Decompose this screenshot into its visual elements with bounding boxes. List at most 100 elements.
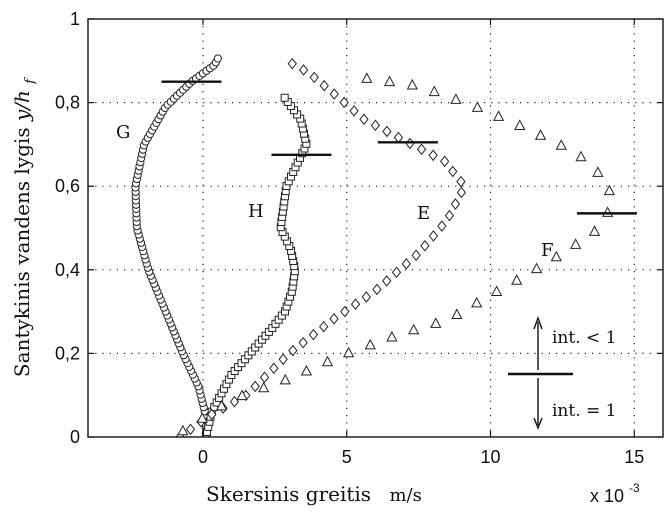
- series-f-point: [592, 166, 604, 177]
- legend-arrowhead-up-icon: [533, 315, 543, 330]
- series-e-point: [308, 328, 319, 341]
- series-e-point: [319, 79, 329, 92]
- y-tick-label: 0,8: [55, 93, 80, 113]
- legend-lower-text: int. = 1: [552, 401, 617, 421]
- series-f-point: [603, 184, 615, 196]
- series-e-point: [298, 336, 308, 349]
- series-f-point: [215, 399, 228, 411]
- series-f-point: [550, 250, 562, 262]
- x-axis-multiplier-base: x 10: [590, 486, 624, 506]
- series-f-point: [386, 330, 398, 342]
- series-e-point: [278, 353, 288, 366]
- series-f-point: [601, 206, 614, 217]
- curve-label-f: F: [541, 240, 554, 261]
- series-f-point: [177, 424, 189, 436]
- series-f-point: [450, 93, 462, 104]
- series-e-point: [309, 71, 319, 84]
- x-tick-label: 15: [624, 447, 644, 467]
- series-f-point: [196, 412, 208, 423]
- legend-upper-text: int. < 1: [552, 328, 617, 348]
- series-e-point: [420, 239, 430, 252]
- series-e-point: [416, 143, 427, 156]
- series-f-point: [408, 323, 420, 335]
- y-tick-label: 0,6: [55, 176, 80, 196]
- series-f-point: [471, 101, 484, 112]
- series-f-point: [492, 110, 505, 121]
- series-e-point: [370, 119, 381, 132]
- series-e-point: [359, 113, 369, 126]
- x-axis-multiplier: x 10 -3: [590, 481, 640, 506]
- series-e-point: [207, 408, 217, 421]
- series-f-point: [236, 389, 248, 401]
- series-e-point: [340, 305, 350, 318]
- series-f-point: [471, 296, 483, 308]
- series-e-point: [229, 395, 240, 408]
- series-f-point: [430, 317, 442, 328]
- plot-frame: [87, 18, 664, 438]
- series-e-point: [401, 258, 411, 270]
- series-e-point: [391, 266, 402, 279]
- x-axis-unit: m/s: [389, 485, 421, 506]
- series-f-point: [321, 355, 334, 367]
- y-tick-label: 0: [70, 427, 80, 447]
- series-e-point: [444, 209, 455, 222]
- grid-lines: [88, 19, 663, 437]
- series-f-point: [491, 285, 503, 296]
- series-e-point: [428, 149, 438, 162]
- y-axis-symbol-subscript: f: [23, 77, 38, 85]
- series-h-point: [280, 93, 289, 102]
- series-f-point: [588, 225, 601, 236]
- x-axis-label: Skersinis greitis m/s: [206, 482, 422, 506]
- series-f-point: [575, 150, 587, 162]
- series-f-point: [428, 85, 440, 97]
- y-axis-label-text: Santykinis vandens lygis: [10, 127, 34, 377]
- legend: int. < 1 int. = 1: [508, 315, 617, 430]
- series-e-point: [329, 88, 339, 100]
- curve-label-g: G: [116, 122, 130, 143]
- x-tick-label: 10: [480, 447, 500, 467]
- series-f-point: [300, 364, 313, 376]
- series-e-point: [437, 220, 447, 232]
- x-axis-label-text: Skersinis greitis: [206, 482, 371, 506]
- series-e-point: [450, 198, 461, 210]
- y-axis-symbol: y/h: [10, 90, 34, 122]
- level-markers: [161, 80, 637, 215]
- series-e-point: [250, 380, 260, 393]
- series-e-point: [382, 125, 392, 138]
- series-f-point: [511, 274, 523, 285]
- series-e-point: [411, 249, 421, 262]
- series-e-point: [319, 320, 329, 333]
- series-f-point: [514, 119, 526, 130]
- axis-ticks: 0 5 10 15 0 0,2 0,4 0,6 0,8 1: [55, 9, 663, 467]
- x-tick-label: 0: [198, 447, 208, 467]
- series-f-point: [343, 346, 355, 358]
- series-e-point: [259, 371, 270, 384]
- series-e-point: [439, 155, 450, 168]
- series-e-point: [393, 131, 404, 144]
- series-e-point: [339, 96, 349, 109]
- curve-label-h: H: [248, 201, 264, 222]
- series-e-point: [329, 313, 339, 325]
- x-tick-label: 5: [342, 447, 352, 467]
- series-f-point: [534, 129, 547, 140]
- series-f-point: [258, 381, 270, 393]
- y-tick-label: 0,4: [55, 260, 80, 280]
- y-tick-label: 0,2: [55, 343, 80, 363]
- series-e-point: [298, 64, 309, 76]
- y-tick-label: 1: [70, 9, 80, 29]
- series-f-point: [383, 75, 396, 87]
- series-e-point: [350, 298, 361, 311]
- legend-arrowhead-down-icon: [533, 417, 543, 430]
- series-e-point: [456, 186, 467, 199]
- y-axis-label: Santykinis vandens lygis y/h f: [10, 77, 38, 377]
- series-f-point: [569, 238, 582, 249]
- series-e-point: [372, 283, 382, 296]
- series-e-point: [456, 175, 466, 188]
- series-e-point: [287, 57, 297, 70]
- series-f-point: [451, 308, 463, 319]
- x-axis-multiplier-exponent: -3: [629, 481, 640, 495]
- series-e-point: [185, 423, 196, 436]
- series-e-point: [349, 105, 359, 117]
- series-e-point: [428, 230, 439, 242]
